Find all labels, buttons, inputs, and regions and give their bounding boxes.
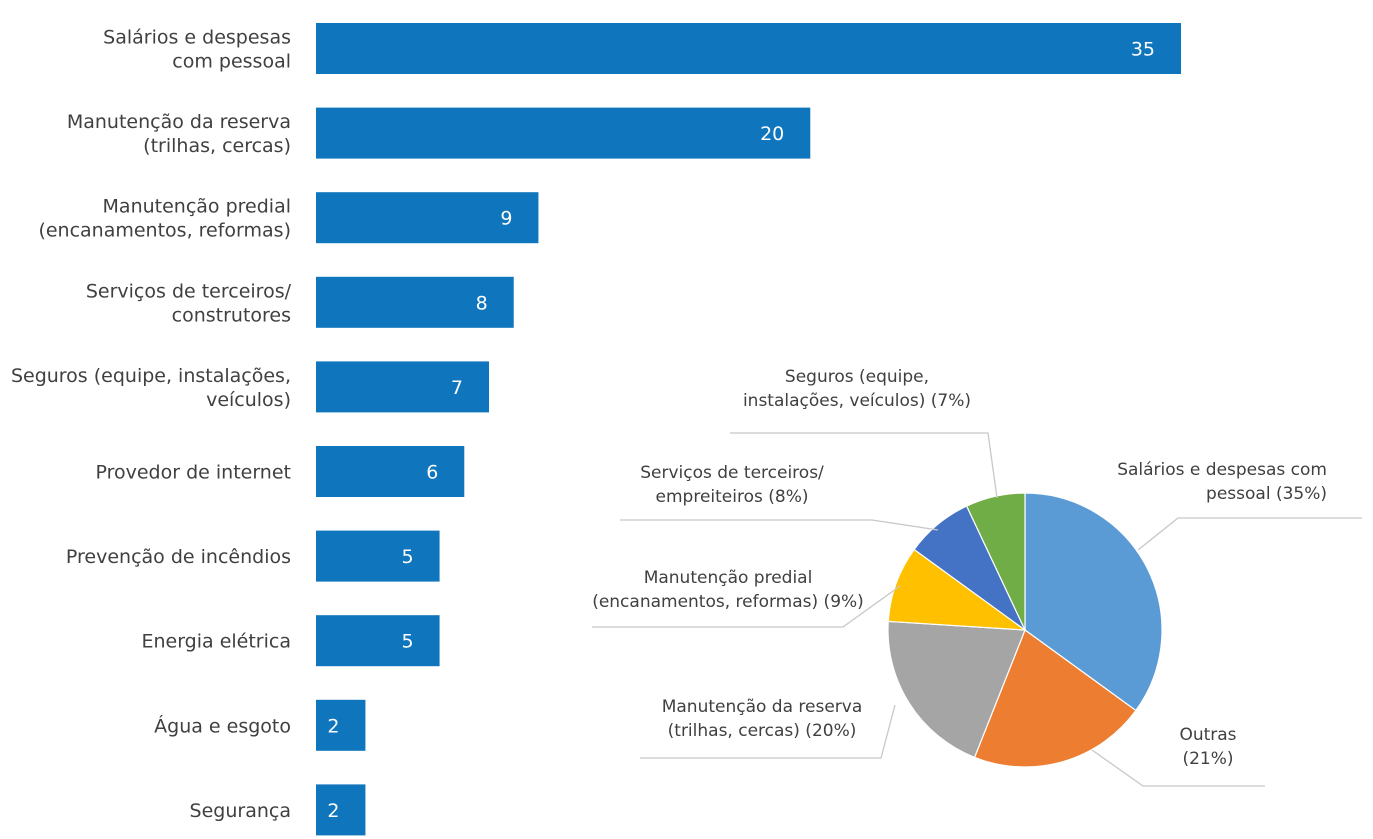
category-label: Segurança bbox=[190, 800, 291, 822]
bar-value-label: 5 bbox=[401, 631, 413, 653]
pie-slice-label: Seguros (equipe, instalações, veículos) (… bbox=[743, 367, 971, 411]
category-label: Manutenção da reserva (trilhas, cercas) bbox=[67, 111, 291, 157]
pie-slice bbox=[1024, 492, 1163, 712]
category-label-line: veículos) bbox=[206, 389, 291, 411]
bar bbox=[316, 361, 489, 413]
bar-group: 6 Provedor de internet bbox=[95, 446, 465, 497]
bar bbox=[316, 192, 539, 244]
category-label-line: Prevenção de incêndios bbox=[66, 546, 291, 568]
pie-slice-group: Manutenção predial (encanamentos, reforma… bbox=[592, 548, 1028, 631]
pie-slice-group: Serviços de terceiros/empreiteiros (8%) bbox=[620, 463, 1026, 631]
pie-slice-label-line: (21%) bbox=[1182, 749, 1233, 769]
category-label: Salários e despesas com pessoal bbox=[103, 27, 291, 73]
pie-leader-line bbox=[1137, 517, 1362, 551]
pie-slice-label-line: (encanamentos, reformas) (9%) bbox=[592, 592, 864, 612]
pie-slice-group: Salários e despesas com pessoal (35%) bbox=[1024, 460, 1362, 712]
bar-value-label: 2 bbox=[327, 800, 339, 822]
category-label: Energia elétrica bbox=[141, 631, 291, 653]
bar-group: 5 Energia elétrica bbox=[141, 615, 440, 667]
bar bbox=[316, 699, 366, 751]
category-label: Provedor de internet bbox=[95, 462, 291, 484]
pie-leader-line bbox=[620, 519, 939, 531]
category-label-line: Salários e despesas bbox=[103, 27, 291, 49]
pie-slice-label-line: instalações, veículos) (7%) bbox=[743, 391, 971, 411]
bar-value-label: 5 bbox=[401, 546, 413, 568]
pie-slice-label-line: Serviços de terceiros/ bbox=[640, 463, 824, 483]
pie-slice-label-line: empreiteiros (8%) bbox=[656, 487, 809, 507]
category-label-line: Água e esgoto bbox=[154, 714, 291, 737]
bar-group: 8 Serviços de terceiros/construtores bbox=[86, 276, 514, 328]
pie-slice-label-line: (trilhas, cercas) (20%) bbox=[668, 721, 857, 741]
category-label-line: Serviços de terceiros/ bbox=[86, 280, 292, 302]
pie-slice-label: Manutenção da reserva (trilhas, cercas) (… bbox=[662, 697, 863, 741]
pie-slice-label: Serviços de terceiros/empreiteiros (8%) bbox=[640, 463, 824, 507]
category-label: Manutenção predial (encanamentos, reforma… bbox=[38, 196, 291, 242]
bar bbox=[316, 530, 440, 582]
bar-group: 2 Segurança bbox=[190, 784, 366, 836]
bar-value-label: 8 bbox=[476, 292, 488, 314]
category-label: Prevenção de incêndios bbox=[66, 546, 291, 568]
bar-value-label: 9 bbox=[500, 208, 512, 230]
pie-slice-group: Seguros (equipe, instalações, veículos) (… bbox=[730, 367, 1026, 631]
bar-chart: 35 Salários e despesas com pessoal 20 Manute… bbox=[11, 23, 1181, 836]
pie-slice-label-line: pessoal (35%) bbox=[1206, 484, 1327, 504]
category-label-line: (encanamentos, reformas) bbox=[38, 220, 291, 242]
bar-group: 5 Prevenção de incêndios bbox=[66, 530, 440, 582]
category-label-line: com pessoal bbox=[172, 51, 291, 73]
pie-leader-line bbox=[592, 585, 901, 628]
pie-leader-line bbox=[1091, 749, 1265, 787]
category-label-line: Manutenção predial bbox=[103, 196, 291, 218]
bar-value-label: 6 bbox=[426, 462, 438, 484]
bar bbox=[316, 784, 366, 836]
category-label-line: (trilhas, cercas) bbox=[143, 135, 291, 157]
bar bbox=[316, 615, 440, 667]
bar-group: 2 Água e esgoto bbox=[154, 699, 366, 751]
pie-slice-label-line: Manutenção da reserva bbox=[662, 697, 863, 717]
bar-group: 9 Manutenção predial (encanamentos, reform… bbox=[38, 192, 539, 244]
category-label-line: Provedor de internet bbox=[95, 462, 291, 484]
pie-leader-line bbox=[640, 704, 896, 759]
bar-group: 7 Seguros (equipe, instalações, veículos) bbox=[11, 361, 489, 413]
pie-slice-label-line: Seguros (equipe, bbox=[785, 367, 929, 387]
bar bbox=[316, 107, 811, 159]
category-label: Seguros (equipe, instalações, veículos) bbox=[11, 365, 291, 411]
category-label-line: Energia elétrica bbox=[141, 631, 291, 653]
pie-slice-group: Outras (21%) bbox=[973, 629, 1265, 787]
category-label: Serviços de terceiros/construtores bbox=[86, 280, 292, 326]
bar-group: 20 Manutenção da reserva (trilhas, cercas) bbox=[67, 107, 811, 159]
bar-value-label: 2 bbox=[327, 715, 339, 737]
bar bbox=[316, 446, 465, 497]
pie-slice-label-line: Outras bbox=[1179, 725, 1236, 745]
pie-slice bbox=[965, 492, 1026, 631]
bar-value-label: 35 bbox=[1131, 39, 1155, 61]
bar-value-label: 20 bbox=[760, 123, 784, 145]
category-label-line: Segurança bbox=[190, 800, 291, 822]
bar bbox=[316, 23, 1181, 74]
category-label-line: construtores bbox=[172, 304, 291, 326]
pie-leader-line bbox=[730, 432, 998, 499]
category-label: Água e esgoto bbox=[154, 714, 291, 737]
pie-slice-label: Manutenção predial (encanamentos, reforma… bbox=[592, 568, 864, 612]
category-label-line: Seguros (equipe, instalações, bbox=[11, 365, 291, 387]
bar-group: 35 Salários e despesas com pessoal bbox=[103, 23, 1181, 74]
bar bbox=[316, 276, 514, 328]
category-label-line: Manutenção da reserva bbox=[67, 111, 291, 133]
pie-slice-label: Salários e despesas com pessoal (35%) bbox=[1117, 460, 1327, 504]
pie-chart: Salários e despesas com pessoal (35%) Outr… bbox=[592, 367, 1362, 787]
pie-slice-label: Outras (21%) bbox=[1179, 725, 1236, 769]
bar-value-label: 7 bbox=[451, 377, 463, 399]
pie-slice bbox=[973, 629, 1137, 768]
pie-slice-label-line: Salários e despesas com bbox=[1117, 460, 1327, 480]
pie-slice-group: Manutenção da reserva (trilhas, cercas) (… bbox=[640, 620, 1026, 759]
pie-slice-label-line: Manutenção predial bbox=[644, 568, 813, 588]
pie-slice bbox=[887, 620, 1026, 759]
